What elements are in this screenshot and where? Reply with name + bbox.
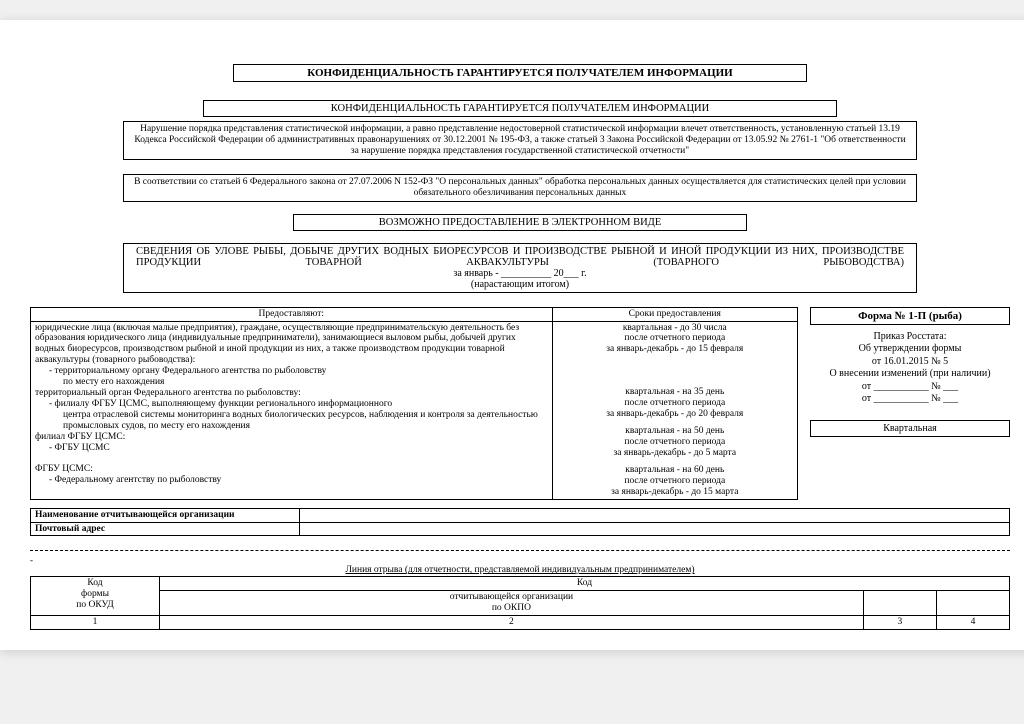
code-col-4[interactable] (936, 591, 1009, 616)
page: КОНФИДЕНЦИАЛЬНОСТЬ ГАРАНТИРУЕТСЯ ПОЛУЧАТ… (0, 20, 1024, 650)
providers-cell: юридические лица (включая малые предприя… (31, 321, 553, 499)
conf-box-1: КОНФИДЕНЦИАЛЬНОСТЬ ГАРАНТИРУЕТСЯ ПОЛУЧАТ… (233, 64, 807, 82)
r2: Об утверждении формы (810, 343, 1010, 356)
p3: филиал ФГБУ ЦСМС: (35, 432, 548, 443)
p1: юридические лица (включая малые предприя… (35, 323, 548, 367)
org-addr-field[interactable] (300, 522, 1010, 536)
title-box: СВЕДЕНИЯ ОБ УЛОВЕ РЫБЫ, ДОБЫЧЕ ДРУГИХ ВО… (123, 243, 917, 293)
p2b: центра отраслевой системы мониторинга во… (35, 410, 548, 432)
d3b: после отчетного периода (557, 437, 793, 448)
cumulative-text: (нарастающим итогом) (130, 279, 910, 290)
right-text: Приказ Росстата: Об утверждении формы от… (810, 331, 1010, 406)
d4c: за январь-декабрь - до 15 марта (557, 487, 793, 498)
d3a: квартальная - на 50 день (557, 426, 793, 437)
p2: территориальный орган Федерального агент… (35, 388, 548, 399)
n3: 3 (863, 616, 936, 630)
d4a: квартальная - на 60 день (557, 465, 793, 476)
deadlines-cell: квартальная - до 30 числа после отчетног… (552, 321, 797, 499)
p3a: - ФГБУ ЦСМС (35, 443, 548, 454)
conf-box-2: КОНФИДЕНЦИАЛЬНОСТЬ ГАРАНТИРУЕТСЯ ПОЛУЧАТ… (203, 100, 837, 117)
n2: 2 (160, 616, 864, 630)
org-table: Наименование отчитывающейся организации … (30, 508, 1010, 537)
org-name-field[interactable] (300, 508, 1010, 522)
p2a: - филиалу ФГБУ ЦСМС, выполняющему функци… (35, 399, 548, 410)
r3: от 16.01.2015 № 5 (810, 356, 1010, 369)
frequency-box: Квартальная (810, 420, 1010, 437)
title-text: СВЕДЕНИЯ ОБ УЛОВЕ РЫБЫ, ДОБЫЧЕ ДРУГИХ ВО… (130, 246, 910, 268)
d2a: квартальная - на 35 день (557, 387, 793, 398)
d1b: после отчетного периода (557, 333, 793, 344)
p4a: - Федеральному агентству по рыболовству (35, 475, 548, 486)
r1: Приказ Росстата: (810, 331, 1010, 344)
d1a: квартальная - до 30 числа (557, 323, 793, 334)
r6: от ___________ № ___ (810, 393, 1010, 406)
law-box: В соответствии со статьей 6 Федерального… (123, 174, 917, 202)
n4: 4 (936, 616, 1009, 630)
hdr-deadline: Сроки предоставления (552, 307, 797, 321)
p4: ФГБУ ЦСМС: (35, 464, 548, 475)
p1b: по месту его нахождения (35, 377, 548, 388)
warning-box: Нарушение порядка представления статисти… (123, 121, 917, 160)
code-col-3[interactable] (863, 591, 936, 616)
d2b: после отчетного периода (557, 398, 793, 409)
tear-caption: Линия отрыва (для отчетности, представля… (30, 565, 1010, 576)
org-name-label: Наименование отчитывающейся организации (31, 508, 300, 522)
code-col-1: Кодформыпо ОКУД (31, 577, 160, 616)
form-number-box: Форма № 1-П (рыба) (810, 307, 1010, 325)
n1: 1 (31, 616, 160, 630)
period-text: за январь - __________ 20___ г. (130, 268, 910, 279)
providers-table: Предоставляют: Сроки предоставления юрид… (30, 307, 798, 500)
tear-line (30, 550, 1010, 551)
d2c: за январь-декабрь - до 20 февраля (557, 409, 793, 420)
d3c: за январь-декабрь - до 5 марта (557, 448, 793, 459)
r5: от ___________ № ___ (810, 381, 1010, 394)
r4: О внесении изменений (при наличии) (810, 368, 1010, 381)
electronic-box: ВОЗМОЖНО ПРЕДОСТАВЛЕНИЕ В ЭЛЕКТРОННОМ ВИ… (293, 214, 747, 231)
d1c: за январь-декабрь - до 15 февраля (557, 344, 793, 355)
code-table: Кодформыпо ОКУД Код отчитывающейся орган… (30, 576, 1010, 630)
hdr-provide: Предоставляют: (31, 307, 553, 321)
p1a: - территориальному органу Федерального а… (35, 366, 548, 377)
d4b: после отчетного периода (557, 476, 793, 487)
main-row: Предоставляют: Сроки предоставления юрид… (30, 307, 1010, 500)
code-hdr: Код (160, 577, 1010, 591)
org-addr-label: Почтовый адрес (31, 522, 300, 536)
code-col-2: отчитывающейся организациипо ОКПО (160, 591, 864, 616)
